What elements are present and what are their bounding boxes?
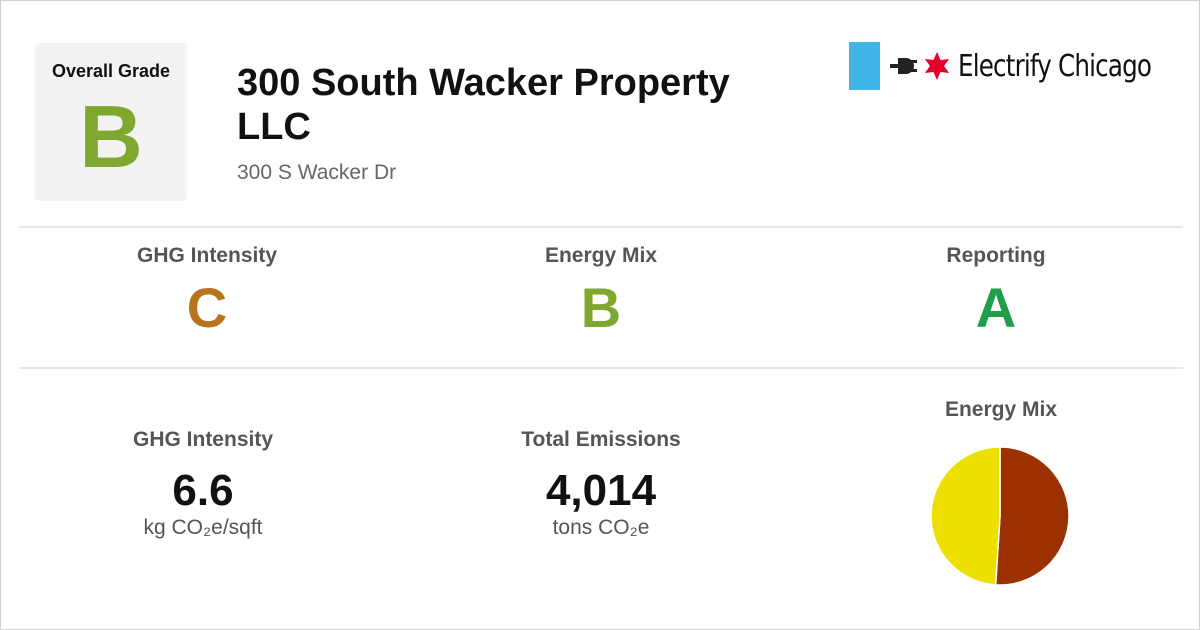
pie-slice-0: [994, 446, 1070, 586]
grade-label: Energy Mix: [544, 244, 658, 267]
electrify-chicago-logo[interactable]: Electrify Chicago: [849, 41, 1194, 91]
building-name: 300 South Wacker Property LLC: [237, 62, 730, 148]
stat-unit: kg CO₂e/sqft: [143, 516, 263, 539]
chicago-flag-stripe-icon: [849, 42, 880, 90]
stat-ghg-intensity: GHG Intensity 6.6 kg CO₂e/sqft: [53, 428, 353, 540]
stat-label: Total Emissions: [521, 428, 681, 451]
pie-slice-1: [930, 446, 1001, 586]
building-address: 300 S Wacker Dr: [237, 161, 397, 184]
grade-reporting: Reporting A: [846, 244, 1146, 340]
overall-grade-letter: B: [79, 87, 143, 186]
chicago-star-icon: [924, 52, 950, 80]
energy-mix-pie-chart: [930, 446, 1070, 586]
divider: [19, 226, 1183, 228]
stat-label: GHG Intensity: [132, 428, 274, 451]
logo-text: Electrify Chicago: [958, 48, 1152, 84]
grade-letter: C: [186, 276, 228, 339]
plug-icon: [890, 58, 917, 74]
overall-grade-label: Overall Grade: [51, 61, 171, 81]
stat-value: 4,014: [545, 466, 657, 515]
stat-total-emissions: Total Emissions 4,014 tons CO₂e: [451, 428, 751, 540]
grade-energy-mix: Energy Mix B: [451, 244, 751, 340]
divider: [19, 367, 1183, 369]
grade-label: Reporting: [946, 244, 1046, 267]
overall-grade-box: Overall Grade B: [35, 43, 187, 201]
grade-ghg-intensity: GHG Intensity C: [57, 244, 357, 340]
stat-value: 6.6: [172, 466, 234, 515]
grade-label: GHG Intensity: [136, 244, 278, 267]
grade-letter: A: [975, 276, 1017, 339]
energy-mix-chart-title: Energy Mix: [944, 398, 1058, 421]
stat-unit: tons CO₂e: [552, 516, 650, 539]
grade-letter: B: [580, 276, 622, 339]
